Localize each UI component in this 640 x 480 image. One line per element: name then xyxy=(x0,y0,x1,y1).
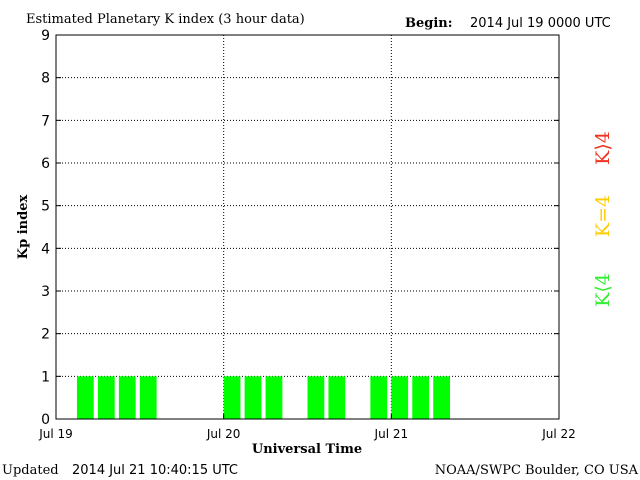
y-axis-label: Kp index xyxy=(16,195,31,260)
x-tick-label: Jul 20 xyxy=(206,427,241,441)
y-tick-label: 8 xyxy=(41,71,50,87)
footer-source: NOAA/SWPC Boulder, CO USA xyxy=(435,463,639,478)
y-tick-label: 6 xyxy=(41,156,50,172)
plot-frame xyxy=(55,34,560,420)
kp-bar xyxy=(391,376,409,419)
kp-bar xyxy=(370,376,388,419)
y-tick-label: 1 xyxy=(41,369,50,385)
kp-bar xyxy=(328,376,346,419)
y-tick-label: 0 xyxy=(41,412,50,428)
kp-bar xyxy=(412,376,430,419)
bars-group xyxy=(76,376,451,419)
chart-title: Estimated Planetary K index (3 hour data… xyxy=(26,12,305,27)
y-tick-label: 3 xyxy=(41,284,50,300)
footer-updated-label: Updated xyxy=(2,463,59,478)
legend-entry: K=4 xyxy=(592,195,614,237)
kp-bar xyxy=(307,376,325,419)
kp-bar xyxy=(223,376,241,419)
kp-bar xyxy=(76,376,94,419)
kp-bar xyxy=(139,376,157,419)
x-ticks: Jul 19 Jul 20 Jul 21 Jul 22 xyxy=(38,414,576,441)
legend: K⟨4 K=4 K⟩4 xyxy=(592,131,614,307)
legend-entry: K⟨4 xyxy=(592,273,614,307)
kp-bar xyxy=(433,376,451,419)
x-tick-label: Jul 22 xyxy=(541,427,576,441)
y-ticks: 0 1 2 3 4 5 6 7 8 9 xyxy=(41,28,559,428)
grid-lines xyxy=(56,35,559,419)
kp-bar xyxy=(265,376,283,419)
footer-updated-value: 2014 Jul 21 10:40:15 UTC xyxy=(72,463,238,478)
kp-bar xyxy=(244,376,262,419)
y-tick-label: 5 xyxy=(41,199,50,215)
begin-value: 2014 Jul 19 0000 UTC xyxy=(470,16,611,31)
begin-label: Begin: xyxy=(405,16,453,31)
kp-bar xyxy=(118,376,136,419)
kp-bar xyxy=(97,376,115,419)
legend-entry: K⟩4 xyxy=(592,131,614,165)
y-tick-label: 2 xyxy=(41,327,50,343)
y-tick-label: 9 xyxy=(41,28,50,44)
x-tick-label: Jul 21 xyxy=(374,427,409,441)
x-axis-label: Universal Time xyxy=(252,442,362,457)
y-tick-label: 7 xyxy=(41,113,50,129)
x-tick-label: Jul 19 xyxy=(38,427,73,441)
y-tick-label: 4 xyxy=(41,241,50,257)
